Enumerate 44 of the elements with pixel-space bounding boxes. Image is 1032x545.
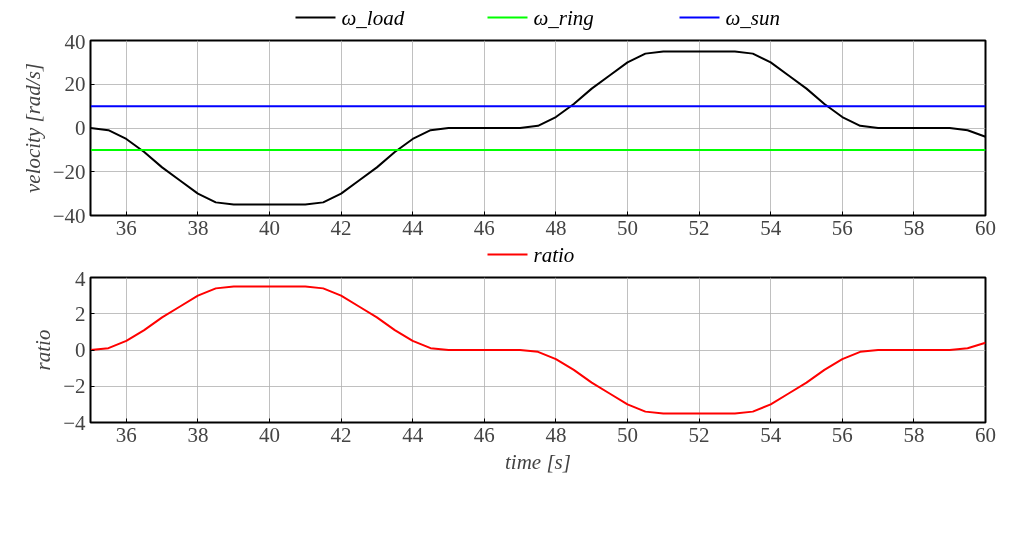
x-tick-label: 54	[760, 215, 782, 240]
x-tick-label: 42	[330, 422, 352, 447]
x-tick-label: 48	[545, 215, 567, 240]
x-tick-label: 38	[187, 215, 209, 240]
x-tick-label: 48	[545, 422, 567, 447]
x-tick-label: 46	[473, 422, 495, 447]
legend-label: ω_load	[341, 5, 405, 30]
x-tick-label: 36	[115, 215, 137, 240]
line-series	[90, 285, 986, 415]
x-tick-label: 58	[903, 422, 925, 447]
x-tick-label: 50	[617, 422, 638, 447]
x-tick-label: 44	[402, 215, 424, 240]
x-tick-label: 46	[473, 215, 495, 240]
x-tick-label: 50	[617, 215, 638, 240]
x-tick-label: 56	[831, 215, 853, 240]
x-tick-label: 42	[330, 215, 352, 240]
y-tick-label: −40	[52, 203, 86, 228]
legend-label: ω_sun	[725, 5, 780, 30]
x-tick-label: 38	[187, 422, 209, 447]
y-tick-label: 40	[64, 29, 86, 54]
x-tick-label: 60	[975, 215, 996, 240]
x-tick-label: 58	[903, 215, 925, 240]
y-tick-label: 20	[64, 72, 86, 97]
x-tick-label: 44	[402, 422, 424, 447]
y-axis-title: velocity [rad/s]	[20, 62, 45, 194]
x-tick-label: 56	[831, 422, 853, 447]
y-tick-label: −20	[52, 159, 86, 184]
y-tick-label: −4	[63, 410, 86, 435]
y-tick-label: 4	[75, 266, 86, 291]
x-tick-label: 40	[259, 215, 280, 240]
x-tick-label: 36	[115, 422, 137, 447]
y-tick-label: −2	[63, 374, 86, 399]
y-tick-label: 0	[75, 338, 86, 362]
x-axis-title: time [s]	[505, 449, 571, 474]
legend-label: ω_ring	[533, 5, 594, 30]
y-tick-label: 0	[75, 116, 86, 140]
x-tick-label: 52	[688, 215, 710, 240]
x-tick-label: 52	[688, 422, 710, 447]
legend-label: ratio	[533, 242, 575, 267]
y-axis-title: ratio	[31, 329, 56, 371]
y-tick-label: 2	[75, 301, 86, 326]
x-tick-label: 54	[760, 422, 782, 447]
x-tick-label: 40	[259, 422, 280, 447]
x-tick-label: 60	[975, 422, 996, 447]
